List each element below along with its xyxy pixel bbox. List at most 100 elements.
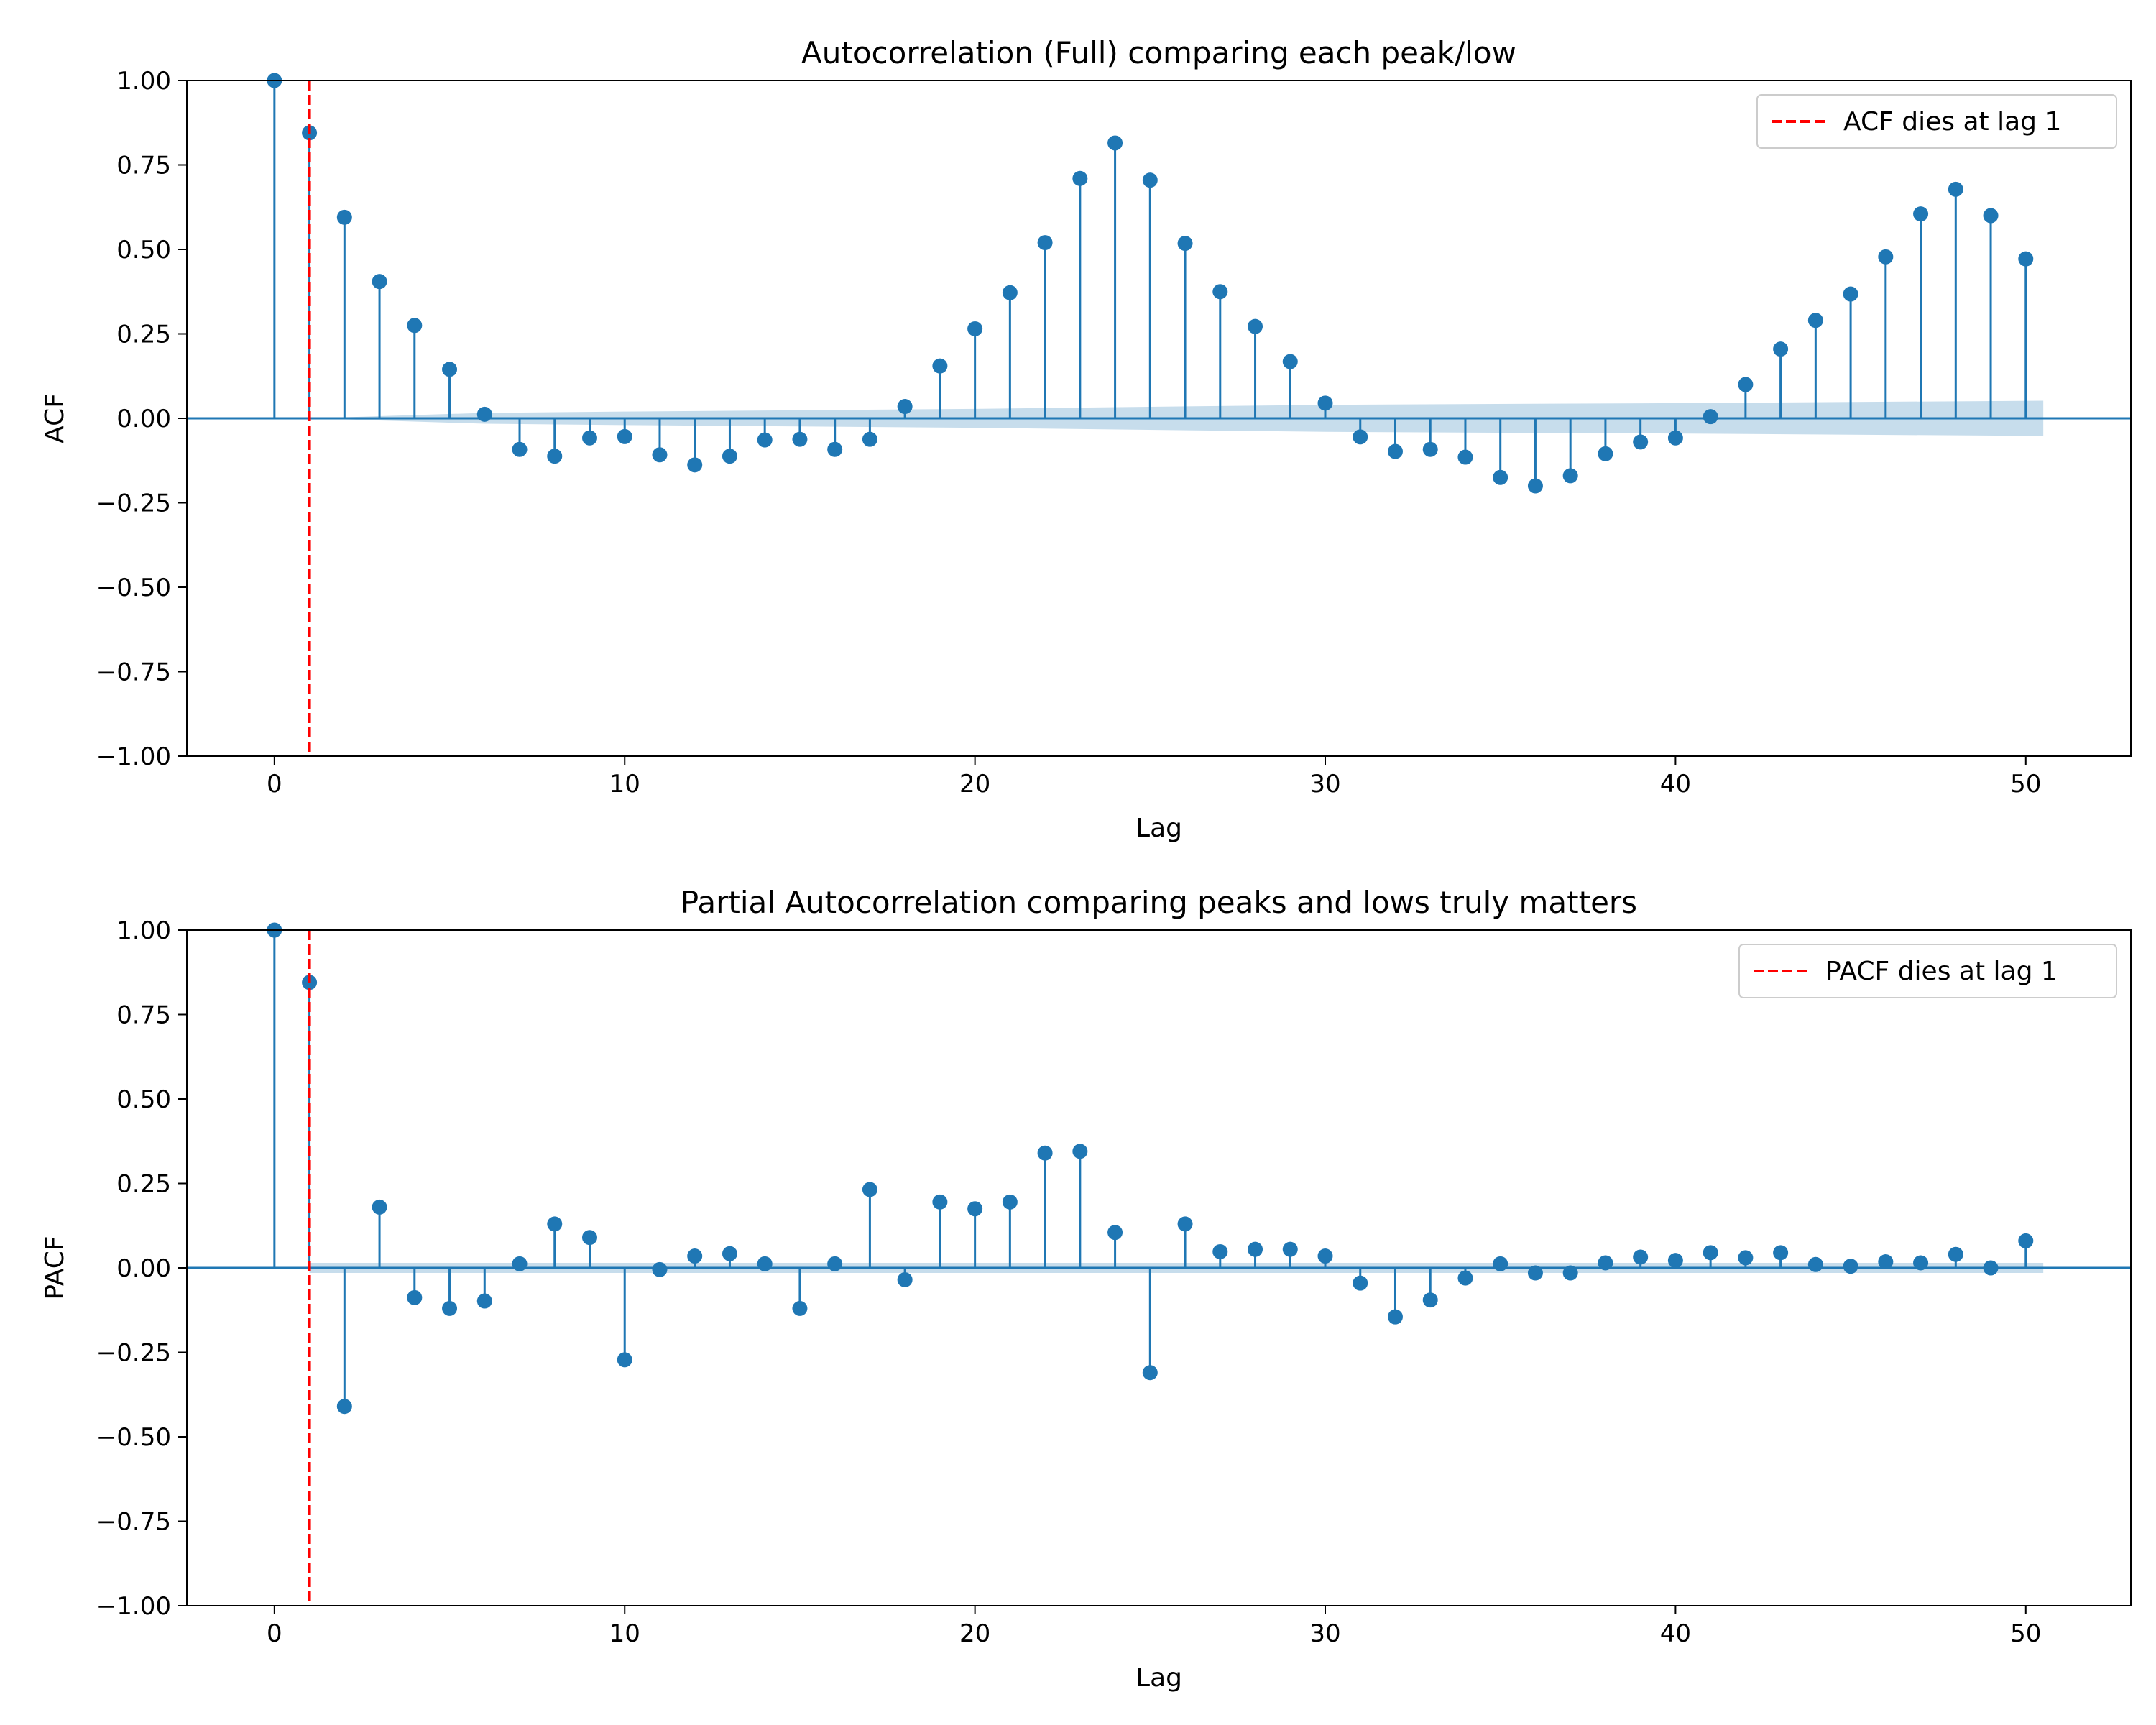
marker-lag-22 (1037, 235, 1053, 251)
marker-lag-40 (1667, 430, 1683, 446)
marker-lag-45 (1843, 286, 1858, 302)
marker-lag-3 (372, 1199, 387, 1215)
marker-lag-47 (1913, 206, 1929, 222)
marker-lag-49 (1983, 1260, 1999, 1276)
marker-lag-37 (1562, 1265, 1578, 1281)
marker-lag-45 (1843, 1259, 1858, 1274)
legend-label: PACF dies at lag 1 (1825, 957, 2058, 986)
y-axis-label: PACF (40, 1236, 70, 1300)
marker-lag-8 (547, 1216, 563, 1232)
marker-lag-38 (1598, 1255, 1613, 1271)
x-tick-label: 50 (2010, 1619, 2041, 1648)
y-tick-label: 0.25 (116, 1170, 171, 1199)
marker-lag-20 (967, 321, 983, 336)
marker-lag-7 (512, 441, 528, 457)
marker-lag-35 (1493, 469, 1508, 485)
marker-lag-22 (1037, 1145, 1053, 1161)
marker-lag-18 (897, 1271, 913, 1287)
marker-lag-43 (1773, 1245, 1789, 1261)
marker-lag-4 (407, 318, 423, 334)
marker-lag-15 (792, 1300, 808, 1316)
marker-lag-33 (1422, 441, 1438, 457)
y-tick-label: −0.75 (96, 658, 171, 687)
marker-lag-42 (1738, 1250, 1754, 1266)
marker-lag-48 (1948, 181, 1963, 197)
marker-lag-16 (827, 441, 843, 457)
marker-lag-38 (1598, 446, 1613, 461)
marker-lag-9 (581, 1230, 597, 1246)
marker-lag-50 (2018, 251, 2034, 267)
marker-lag-26 (1177, 236, 1193, 252)
chart-title: Partial Autocorrelation comparing peaks … (681, 885, 1637, 920)
marker-lag-9 (581, 430, 597, 446)
y-tick-label: 0.00 (116, 1254, 171, 1283)
marker-lag-33 (1422, 1292, 1438, 1308)
marker-lag-29 (1282, 1241, 1298, 1257)
marker-lag-4 (407, 1289, 423, 1305)
marker-lag-11 (652, 447, 668, 463)
chart-title: Autocorrelation (Full) comparing each pe… (801, 35, 1516, 70)
y-tick-label: −0.50 (96, 1423, 171, 1452)
y-tick-label: 0.75 (116, 1001, 171, 1030)
acf-plot: 0 10 20 30 40 50 1.00 0.75 0.50 0.25 0.00 −0.25 −0.5… (40, 35, 2132, 843)
marker-lag-31 (1353, 429, 1368, 445)
marker-lag-44 (1807, 1256, 1823, 1272)
marker-lag-48 (1948, 1246, 1963, 1262)
marker-lag-5 (442, 1300, 458, 1316)
marker-lag-37 (1562, 468, 1578, 484)
pacf-plot: 0 10 20 30 40 50 1.00 0.75 0.50 0.25 0.00 −0.25 −0.5… (40, 885, 2132, 1693)
marker-lag-19 (932, 1194, 948, 1210)
marker-lag-41 (1703, 1245, 1718, 1261)
x-tick-label: 20 (959, 1619, 990, 1648)
marker-lag-10 (617, 428, 632, 444)
x-tick-label: 0 (267, 1619, 282, 1648)
marker-lag-24 (1107, 135, 1123, 151)
y-tick-label: 1.00 (116, 916, 171, 945)
y-tick-label: −0.25 (96, 1339, 171, 1368)
x-axis-label: Lag (1135, 1663, 1182, 1693)
marker-lag-29 (1282, 354, 1298, 369)
marker-lag-47 (1913, 1255, 1929, 1271)
y-tick-label: −0.50 (96, 574, 171, 602)
y-tick-label: −1.00 (96, 1592, 171, 1621)
marker-lag-3 (372, 274, 387, 290)
marker-lag-7 (512, 1256, 528, 1271)
marker-lag-23 (1072, 170, 1088, 186)
marker-lag-12 (687, 457, 703, 473)
x-axis-label: Lag (1135, 814, 1182, 843)
marker-lag-35 (1493, 1256, 1508, 1271)
marker-lag-16 (827, 1256, 843, 1271)
x-tick-label: 40 (1660, 1619, 1691, 1648)
y-tick-label: −0.75 (96, 1508, 171, 1537)
marker-lag-27 (1212, 284, 1228, 300)
y-tick-label: 0.00 (116, 405, 171, 433)
marker-lag-46 (1878, 249, 1894, 264)
x-tick-label: 50 (2010, 770, 2041, 799)
x-tick-label: 10 (609, 770, 640, 799)
marker-lag-46 (1878, 1254, 1894, 1270)
marker-lag-11 (652, 1261, 668, 1277)
x-tick-label: 30 (1309, 770, 1340, 799)
marker-lag-2 (336, 1399, 352, 1414)
x-tick-label: 20 (959, 770, 990, 799)
x-tick-label: 0 (267, 770, 282, 799)
x-tick-label: 40 (1660, 770, 1691, 799)
marker-lag-36 (1527, 1265, 1543, 1281)
marker-lag-14 (757, 432, 773, 448)
marker-lag-49 (1983, 208, 1999, 224)
y-tick-label: 0.50 (116, 1085, 171, 1114)
marker-lag-30 (1317, 395, 1333, 411)
y-tick-label: −0.25 (96, 489, 171, 518)
marker-lag-32 (1387, 443, 1403, 459)
y-tick-label: 0.75 (116, 152, 171, 180)
marker-lag-34 (1457, 1270, 1473, 1286)
marker-lag-17 (862, 1182, 877, 1197)
marker-lag-13 (722, 448, 737, 464)
marker-lag-39 (1633, 1249, 1649, 1265)
marker-lag-8 (547, 448, 563, 464)
marker-lag-23 (1072, 1144, 1088, 1159)
marker-lag-6 (476, 406, 492, 422)
y-tick-label: −1.00 (96, 742, 171, 771)
